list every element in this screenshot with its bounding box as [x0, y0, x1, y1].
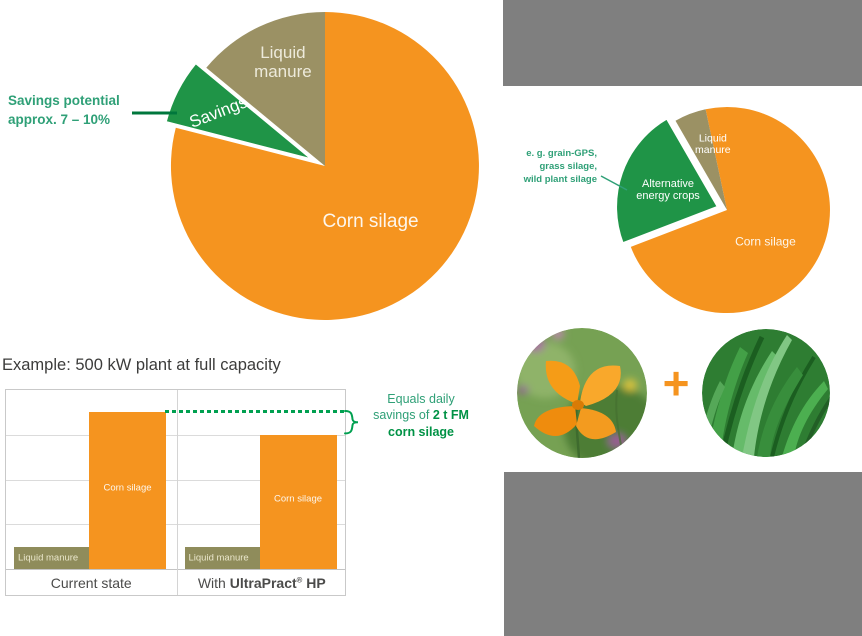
gridline — [6, 524, 345, 526]
pie-alternative-crops-label-alternative-energy-crops: Alternative energy crops — [636, 178, 700, 202]
bar-label-liquid-manure: Liquid manure — [18, 552, 79, 564]
alternative-crops-annotation: e. g. grain-GPS, grass silage, wild plant … — [472, 147, 597, 186]
pie-alternative-crops-slice-corn-silage — [630, 107, 830, 314]
gray-placeholder-bottom — [504, 472, 862, 636]
savings-brace — [344, 410, 359, 435]
pie-feedstock-savings-label-corn-silage: Corn silage — [322, 211, 418, 232]
gridline — [6, 434, 345, 436]
pie-alternative-crops-label-corn-silage: Corn silage — [735, 234, 796, 248]
grass-illustration — [702, 329, 830, 457]
savings-equivalent-line-0: Equals daily — [387, 392, 455, 406]
category-label-1: With UltraPract® HP — [197, 575, 326, 591]
pie-alternative-crops: Corn silage Alternative energy crops Liquid… — [614, 107, 830, 314]
category-divider — [176, 390, 178, 595]
savings-equivalent-line-2: corn silage — [388, 424, 454, 439]
savings-potential-annotation: Savings potential approx. 7 – 10% — [8, 92, 120, 130]
pie-feedstock-savings-label-liquid-manure: Liquid manure — [254, 43, 312, 81]
bar-label-corn-silage: Corn silage — [103, 482, 152, 494]
pie-alternative-crops-annotation-text-2: wild plant silage — [523, 174, 597, 186]
pie-feedstock-savings-slice-savings — [163, 60, 316, 163]
plus-icon: + — [662, 357, 690, 409]
bar-liquid-manure-0: Liquid manure — [14, 546, 89, 569]
bar-chart: Liquid manure Corn silage Current state Liq… — [5, 389, 346, 596]
bar-liquid-manure-1: Liquid manure — [184, 546, 260, 569]
pie-feedstock-savings-slice-corn-silage — [170, 12, 479, 321]
pie-feedstock-savings-slice-liquid-manure — [206, 11, 325, 166]
pie-alternative-crops-slice-alternative-energy-crops — [614, 116, 720, 246]
bar-chart-title: Example: 500 kW plant at full capacity — [2, 356, 281, 374]
savings-equivalent-annotation: Equals daily savings of 2 t FM corn silage — [358, 391, 484, 440]
bar-corn-silage-1: Corn silage — [259, 434, 337, 569]
x-axis-line — [6, 569, 345, 570]
grass-photo — [702, 329, 830, 457]
pie-alternative-crops-annotation-text-0: e. g. grain-GPS, — [526, 148, 597, 159]
gridline — [6, 479, 345, 481]
pie-alternative-crops-slice-liquid-manure — [675, 109, 727, 210]
pie-alternative-crops-annotation-text-1: grass silage, — [539, 161, 597, 173]
flower-illustration — [517, 328, 647, 458]
pie-alternative-crops-label-liquid-manure: Liquid manure — [695, 132, 731, 156]
flower-photo — [517, 328, 647, 458]
pie-feedstock-savings-annotation-text-0: Savings potential — [8, 93, 120, 108]
category-label-0: Current state — [50, 575, 132, 591]
savings-equivalent-line-1: savings of 2 t FM — [373, 408, 469, 423]
bar-label-corn-silage: Corn silage — [273, 493, 323, 505]
pie-feedstock-savings-annotation-text-1: approx. 7 – 10% — [8, 111, 111, 127]
bar-label-liquid-manure: Liquid manure — [188, 552, 249, 564]
bar-corn-silage-0: Corn silage — [89, 412, 166, 569]
pie-alternative-crops-annotation-line — [600, 175, 628, 191]
gray-placeholder-top — [503, 0, 862, 86]
savings-dash-line — [165, 410, 346, 413]
